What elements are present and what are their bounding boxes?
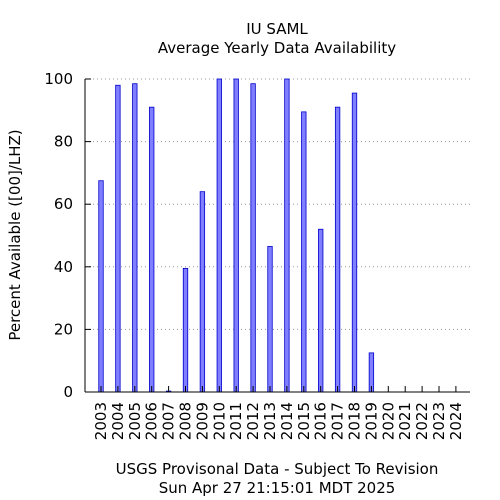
- x-tick-label-2016: 2016: [312, 402, 330, 440]
- bar-2010: [216, 78, 222, 393]
- x-tick-label-2018: 2018: [346, 402, 364, 440]
- y-tick-label: 20: [54, 320, 73, 338]
- x-tick-label-2005: 2005: [126, 402, 144, 440]
- bar-2014: [284, 78, 290, 393]
- bar-2005: [132, 83, 138, 393]
- x-tick-label-2008: 2008: [177, 402, 195, 440]
- x-tick-label-2010: 2010: [210, 402, 228, 440]
- grid-lines: [85, 78, 470, 330]
- bar-2012: [250, 83, 256, 393]
- x-tick-label-2007: 2007: [160, 402, 178, 440]
- bar-2017: [334, 106, 341, 393]
- footer-line-1: USGS Provisonal Data - Subject To Revisi…: [116, 460, 439, 478]
- chart-title: IU SAML: [246, 20, 308, 38]
- x-tick-label-2014: 2014: [278, 402, 296, 440]
- bar-2015: [301, 111, 307, 393]
- x-tick-label-2013: 2013: [261, 402, 279, 440]
- bar-2018: [351, 92, 358, 393]
- x-ticks: 2003200420052006200720082009201020112012…: [92, 386, 465, 440]
- bar-2008: [182, 267, 189, 393]
- x-tick-label-2021: 2021: [396, 402, 414, 440]
- y-axis-label: Percent Available ([00]/LHZ): [6, 129, 24, 340]
- y-tick-label: 100: [44, 70, 73, 88]
- y-tick-label: 0: [63, 383, 73, 401]
- y-tick-label: 40: [54, 258, 73, 276]
- x-tick-label-2019: 2019: [362, 402, 380, 440]
- bar-2016: [318, 228, 324, 393]
- x-tick-label-2003: 2003: [92, 402, 110, 440]
- bar-2009: [199, 191, 206, 393]
- bar-2006: [149, 106, 155, 393]
- x-tick-label-2015: 2015: [295, 402, 313, 440]
- y-tick-label: 80: [54, 133, 73, 151]
- bar-2013: [267, 246, 273, 393]
- y-ticks: 0 20 40 60 80 100: [44, 70, 91, 401]
- footer-line-2: Sun Apr 27 21:15:01 MDT 2025: [159, 479, 396, 497]
- x-tick-label-2022: 2022: [413, 402, 431, 440]
- bar-2011: [233, 78, 239, 393]
- x-tick-label-2020: 2020: [379, 402, 397, 440]
- x-tick-label-2023: 2023: [430, 402, 448, 440]
- y-tick-label: 60: [54, 195, 73, 213]
- x-tick-label-2009: 2009: [193, 402, 211, 440]
- x-tick-label-2004: 2004: [109, 402, 127, 440]
- x-tick-label-2024: 2024: [447, 402, 465, 440]
- x-tick-label-2012: 2012: [244, 402, 262, 440]
- x-tick-label-2017: 2017: [329, 402, 347, 440]
- bars-group: [98, 78, 375, 393]
- chart-subtitle: Average Yearly Data Availability: [158, 39, 396, 57]
- bar-2003: [98, 180, 104, 393]
- x-tick-label-2011: 2011: [227, 402, 245, 440]
- x-tick-label-2006: 2006: [143, 402, 161, 440]
- bar-2004: [115, 84, 121, 393]
